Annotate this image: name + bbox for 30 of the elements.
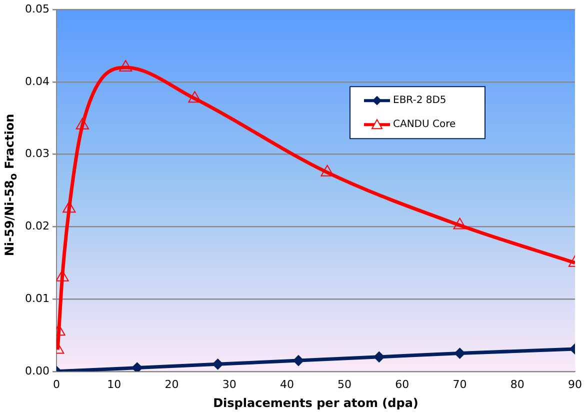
y-tick-label: 0.02 xyxy=(24,220,50,233)
x-tick-label: 70 xyxy=(452,378,467,391)
x-tick-label: 20 xyxy=(164,378,179,391)
point xyxy=(453,218,466,230)
x-tick-label: 50 xyxy=(338,378,352,391)
point xyxy=(62,201,76,213)
y-tick-label: 0.01 xyxy=(24,292,50,305)
point xyxy=(374,351,385,362)
y-tick-label: 0.03 xyxy=(24,147,50,160)
y-tick-label: 0.04 xyxy=(24,74,50,88)
y-tick-label: 0.05 xyxy=(24,2,50,16)
point xyxy=(292,355,304,366)
point xyxy=(212,358,224,370)
legend-label: EBR-2 8D5 xyxy=(393,95,446,106)
point xyxy=(454,348,466,359)
x-tick-label: 30 xyxy=(222,378,236,391)
point xyxy=(132,362,143,372)
x-tick-label: 80 xyxy=(510,378,524,391)
point xyxy=(76,118,89,130)
point xyxy=(188,91,202,103)
y-tick-label: 0.00 xyxy=(24,364,50,378)
legend-label: CANDU Core xyxy=(393,119,456,130)
x-axis-title: Displacements per atom (dpa) xyxy=(213,396,418,410)
x-tick-label: 90 xyxy=(568,378,582,391)
x-tick-label: 0 xyxy=(52,378,60,391)
x-tick-label: 60 xyxy=(395,378,410,391)
x-tick-label: 40 xyxy=(280,378,294,391)
point xyxy=(119,60,132,72)
point xyxy=(320,164,334,176)
x-tick-label: 10 xyxy=(107,378,122,391)
